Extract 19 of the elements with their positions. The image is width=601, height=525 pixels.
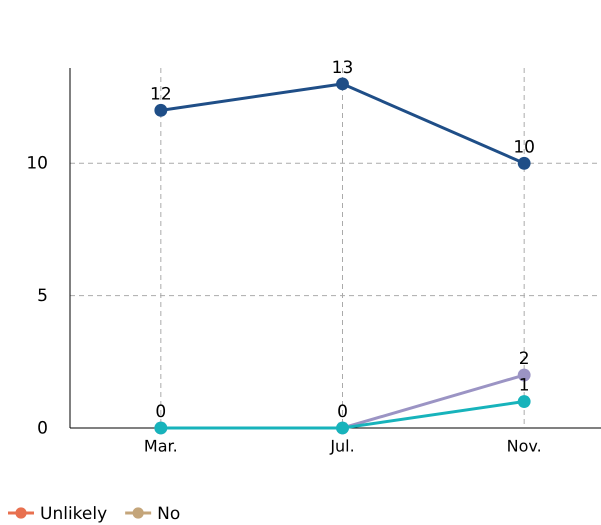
y-tick-label: 5 [37,286,48,306]
data-label: 2 [518,349,530,370]
point [518,156,531,170]
point [518,395,531,408]
legend-label: No [157,504,180,524]
data-label: 10 [513,137,535,158]
data-label: 0 [337,402,348,422]
data-label: 0 [155,402,166,422]
y-tick-label: 0 [37,418,48,438]
x-tick-label: Nov. [506,436,542,456]
y-tick-label: 10 [26,154,48,174]
data-label: 12 [150,84,172,104]
point [336,77,349,90]
data-label: 1 [518,376,530,396]
data-label: 13 [332,58,354,78]
x-tick-label: Mar. [144,436,178,456]
legend-label: Unlikely [40,504,108,524]
x-tick-label: Jul. [329,436,355,456]
point [154,104,168,117]
